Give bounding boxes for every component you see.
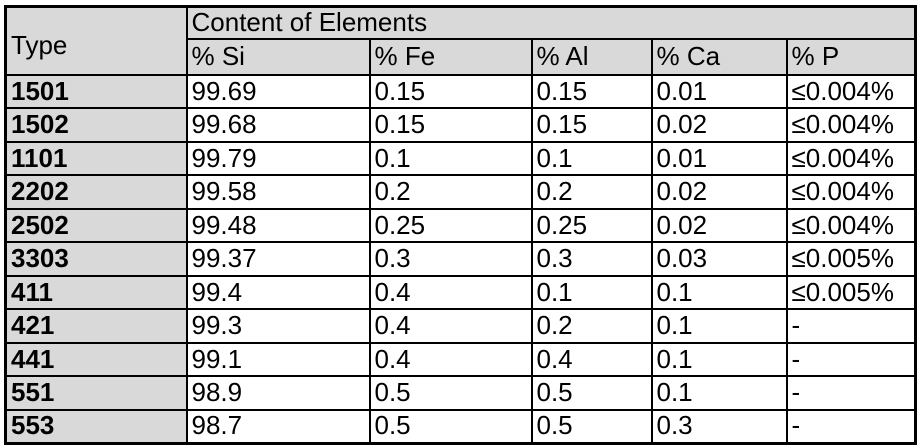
value-cell: 0.15 (368, 73, 533, 109)
type-column-header: Type (4, 5, 188, 76)
value-cell: 0.4 (530, 341, 653, 377)
type-cell: 2202 (4, 174, 188, 210)
column-header-al: % Al (530, 37, 653, 76)
group-header-row: Type Content of Elements (4, 5, 917, 76)
table-body: 1501 99.69 0.15 0.15 0.01 ≤0.004% 1502 99.68 0.1… (4, 73, 917, 444)
table-row: 551 98.9 0.5 0.5 0.1- (4, 375, 917, 411)
column-header-row: % Si % Fe % Al % Ca % P (6, 37, 917, 76)
group-header: Content of Elements (185, 5, 917, 40)
value-cell: 0.1 (650, 308, 788, 344)
value-cell: 0.3 (530, 241, 653, 277)
value-cell: 0.1 (530, 140, 653, 176)
value-cell: 99.1 (185, 341, 371, 377)
value-cell: 99.4 (185, 274, 371, 310)
value-cell: 98.7 (185, 408, 371, 444)
value-cell: 98.9 (185, 375, 371, 411)
value-cell: ≤0.004% (785, 73, 917, 109)
table-row: 441 99.1 0.4 0.4 0.1- (4, 341, 917, 377)
value-cell: ≤0.004% (785, 140, 917, 176)
value-cell: 0.2 (530, 308, 653, 344)
value-cell: 0.4 (368, 308, 533, 344)
value-cell: 0.1 (650, 341, 788, 377)
value-cell: ≤0.004% (785, 174, 917, 210)
table-row: 411 99.4 0.4 0.1 0.1 ≤0.005% (4, 274, 917, 310)
column-header-fe: % Fe (368, 37, 533, 76)
table-row: 2202 99.58 0.2 0.2 0.02 ≤0.004% (4, 174, 917, 210)
table-row: 1502 99.68 0.15 0.15 0.02 ≤0.004% (4, 107, 917, 143)
type-cell: 1101 (4, 140, 188, 176)
table-row: 421 99.3 0.4 0.2 0.1- (4, 308, 917, 344)
table-row: 1101 99.79 0.1 0.1 0.01 ≤0.004% (4, 140, 917, 176)
value-cell: - (785, 408, 917, 444)
value-cell: 0.1 (368, 140, 533, 176)
value-cell: 0.02 (650, 207, 788, 243)
value-cell: 0.4 (368, 341, 533, 377)
value-cell: 0.2 (530, 174, 653, 210)
value-cell: 99.48 (185, 207, 371, 243)
value-cell: 0.2 (368, 174, 533, 210)
value-cell: ≤0.004% (785, 207, 917, 243)
type-cell: 2502 (4, 207, 188, 243)
value-cell: 0.02 (650, 174, 788, 210)
value-cell: 0.3 (650, 408, 788, 444)
value-cell: 0.3 (368, 241, 533, 277)
value-cell: 99.69 (185, 73, 371, 109)
column-header-p: % P (785, 37, 917, 76)
column-header-ca: % Ca (650, 37, 788, 76)
table-row: 2502 99.48 0.25 0.25 0.02 ≤0.004% (4, 207, 917, 243)
value-cell: ≤0.005% (785, 274, 917, 310)
table-row: 1501 99.69 0.15 0.15 0.01 ≤0.004% (4, 73, 917, 109)
type-cell: 551 (4, 375, 188, 411)
value-cell: 99.3 (185, 308, 371, 344)
value-cell: 0.01 (650, 140, 788, 176)
value-cell: 0.5 (530, 408, 653, 444)
value-cell: 0.15 (368, 107, 533, 143)
value-cell: 0.15 (530, 73, 653, 109)
type-cell: 553 (4, 408, 188, 444)
value-cell: 0.01 (650, 73, 788, 109)
value-cell: 0.25 (368, 207, 533, 243)
value-cell: 99.68 (185, 107, 371, 143)
value-cell: 0.15 (530, 107, 653, 143)
table-row: 3303 99.37 0.3 0.3 0.03 ≤0.005% (4, 241, 917, 277)
value-cell: - (785, 308, 917, 344)
value-cell: 0.4 (368, 274, 533, 310)
value-cell: 99.37 (185, 241, 371, 277)
value-cell: 0.03 (650, 241, 788, 277)
value-cell: 0.5 (530, 375, 653, 411)
value-cell: 99.79 (185, 140, 371, 176)
value-cell: - (785, 341, 917, 377)
type-cell: 441 (4, 341, 188, 377)
type-cell: 421 (4, 308, 188, 344)
value-cell: 0.02 (650, 107, 788, 143)
type-cell: 1502 (4, 107, 188, 143)
type-cell: 1501 (4, 73, 188, 109)
type-cell: 411 (4, 274, 188, 310)
value-cell: ≤0.004% (785, 107, 917, 143)
value-cell: 0.1 (650, 375, 788, 411)
value-cell: 0.25 (530, 207, 653, 243)
value-cell: ≤0.005% (785, 241, 917, 277)
value-cell: 0.1 (530, 274, 653, 310)
value-cell: 0.1 (650, 274, 788, 310)
value-cell: 0.5 (368, 408, 533, 444)
table-row: 553 98.7 0.5 0.5 0.3- (4, 408, 917, 444)
table-header: Type Content of Elements % Si % Fe % Al … (4, 5, 917, 76)
value-cell: 0.5 (368, 375, 533, 411)
value-cell: - (785, 375, 917, 411)
value-cell: 99.58 (185, 174, 371, 210)
type-cell: 3303 (4, 241, 188, 277)
column-header-si: % Si (185, 37, 371, 76)
elements-content-table: Type Content of Elements % Si % Fe % Al … (4, 5, 918, 445)
